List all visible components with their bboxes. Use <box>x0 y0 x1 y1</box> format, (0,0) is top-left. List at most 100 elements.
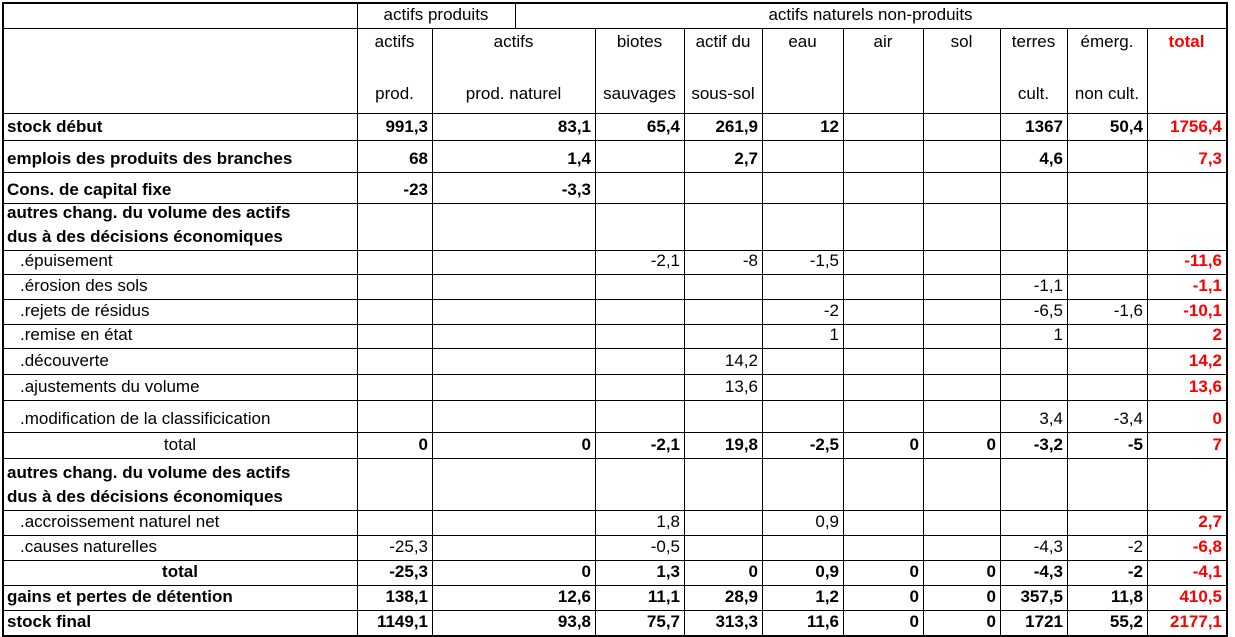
value-cell <box>843 458 924 511</box>
value-cell: 0 <box>432 560 596 586</box>
value-cell: 1 <box>1000 324 1068 349</box>
value-cell: 19,8 <box>684 432 763 459</box>
value-cell <box>762 400 844 433</box>
value-cell <box>762 140 844 173</box>
cell-text: -4,3 <box>1033 537 1063 556</box>
cell-text: 0 <box>1212 409 1222 428</box>
cell-text: total <box>163 435 197 454</box>
value-cell: -23 <box>357 172 433 204</box>
cell-text: 11,8 <box>1110 587 1143 606</box>
value-cell: 0 <box>843 610 924 636</box>
cell-text: sol <box>950 32 973 51</box>
cell-text: 138,1 <box>385 587 428 606</box>
value-cell <box>923 113 1001 141</box>
value-cell <box>762 172 844 204</box>
value-cell: -3,2 <box>1000 432 1068 459</box>
row-label: .modification de la classificication <box>3 400 358 433</box>
value-cell <box>595 400 685 433</box>
cell-text: prod. <box>375 84 414 103</box>
column-header: total <box>1147 28 1227 81</box>
value-cell: 138,1 <box>357 585 433 611</box>
value-cell: 75,7 <box>595 610 685 636</box>
column-header: prod. naturel <box>432 80 596 114</box>
value-cell <box>923 140 1001 173</box>
cell-text: .ajustements du volume <box>20 377 200 396</box>
value-cell <box>357 250 433 275</box>
value-cell <box>684 324 763 349</box>
cell-text: 0 <box>909 587 919 606</box>
value-cell <box>762 458 844 511</box>
cell-text: 12 <box>820 117 839 136</box>
row-label: autres chang. du volume des actifs dus à … <box>3 203 358 251</box>
cell-text: -2 <box>1127 537 1143 556</box>
cell-text: stock début <box>7 117 103 136</box>
cell-text: 1 <box>829 325 839 344</box>
value-cell <box>1067 374 1148 401</box>
cell-text: 14,2 <box>724 351 758 370</box>
value-cell: 261,9 <box>684 113 763 141</box>
value-cell <box>1067 140 1148 173</box>
cell-text: 75,7 <box>646 612 680 631</box>
value-cell: -2,1 <box>595 250 685 275</box>
value-cell <box>357 374 433 401</box>
cell-text: 1 <box>1053 325 1063 344</box>
value-cell: 0 <box>923 432 1001 459</box>
value-cell: 11,8 <box>1067 585 1148 611</box>
value-cell <box>1000 172 1068 204</box>
value-cell <box>595 203 685 251</box>
header-cell <box>3 80 358 114</box>
value-cell: 4,6 <box>1000 140 1068 173</box>
cell-text: 1,2 <box>815 587 839 606</box>
value-cell: -3,4 <box>1067 400 1148 433</box>
value-cell <box>1000 374 1068 401</box>
value-cell: 13,6 <box>1147 374 1227 401</box>
value-cell <box>432 458 596 511</box>
cell-text: Cons. de capital fixe <box>7 180 172 199</box>
cell-text: actifs <box>374 32 415 51</box>
row-label: .érosion des sols <box>3 274 358 300</box>
row-label: total <box>3 432 358 459</box>
value-cell <box>357 458 433 511</box>
cell-text: 2 <box>1212 325 1222 344</box>
column-header: actif du <box>684 28 763 81</box>
value-cell <box>923 510 1001 536</box>
column-header: sol <box>923 28 1001 81</box>
cell-text: 1721 <box>1025 612 1063 631</box>
value-cell: 2,7 <box>684 140 763 173</box>
cell-text: autres chang. du volume des actifs <box>7 463 291 482</box>
value-cell: -5 <box>1067 432 1148 459</box>
value-cell: 0 <box>843 432 924 459</box>
value-cell <box>432 324 596 349</box>
header-cell <box>3 28 358 81</box>
value-cell: 1367 <box>1000 113 1068 141</box>
value-cell: 1721 <box>1000 610 1068 636</box>
cell-text: 68 <box>409 149 428 168</box>
column-header: actifs <box>357 28 433 81</box>
value-cell: -2 <box>762 299 844 325</box>
value-cell: 0 <box>432 432 596 459</box>
cell-text: 0 <box>418 435 428 454</box>
value-cell: 1,8 <box>595 510 685 536</box>
value-cell <box>923 400 1001 433</box>
cell-text: -25,3 <box>389 562 428 581</box>
cell-text: .accroissement naturel net <box>20 512 220 531</box>
cell-text: 13,6 <box>724 377 758 396</box>
column-header: cult. <box>1000 80 1068 114</box>
cell-text: -11,6 <box>1184 251 1222 270</box>
value-cell <box>923 348 1001 375</box>
cell-text: 313,3 <box>715 612 758 631</box>
row-label: .ajustements du volume <box>3 374 358 401</box>
value-cell: 0,9 <box>762 510 844 536</box>
row-label: .causes naturelles <box>3 535 358 561</box>
value-cell: 1,4 <box>432 140 596 173</box>
value-cell: 14,2 <box>1147 348 1227 375</box>
value-cell: 28,9 <box>684 585 763 611</box>
value-cell <box>923 299 1001 325</box>
column-header <box>923 80 1001 114</box>
cell-text: emplois des produits des branches <box>7 149 293 168</box>
value-cell: -2 <box>1067 535 1148 561</box>
cell-text: 12,6 <box>557 587 591 606</box>
value-cell <box>1000 510 1068 536</box>
cell-text: -8 <box>742 251 758 270</box>
value-cell <box>843 140 924 173</box>
